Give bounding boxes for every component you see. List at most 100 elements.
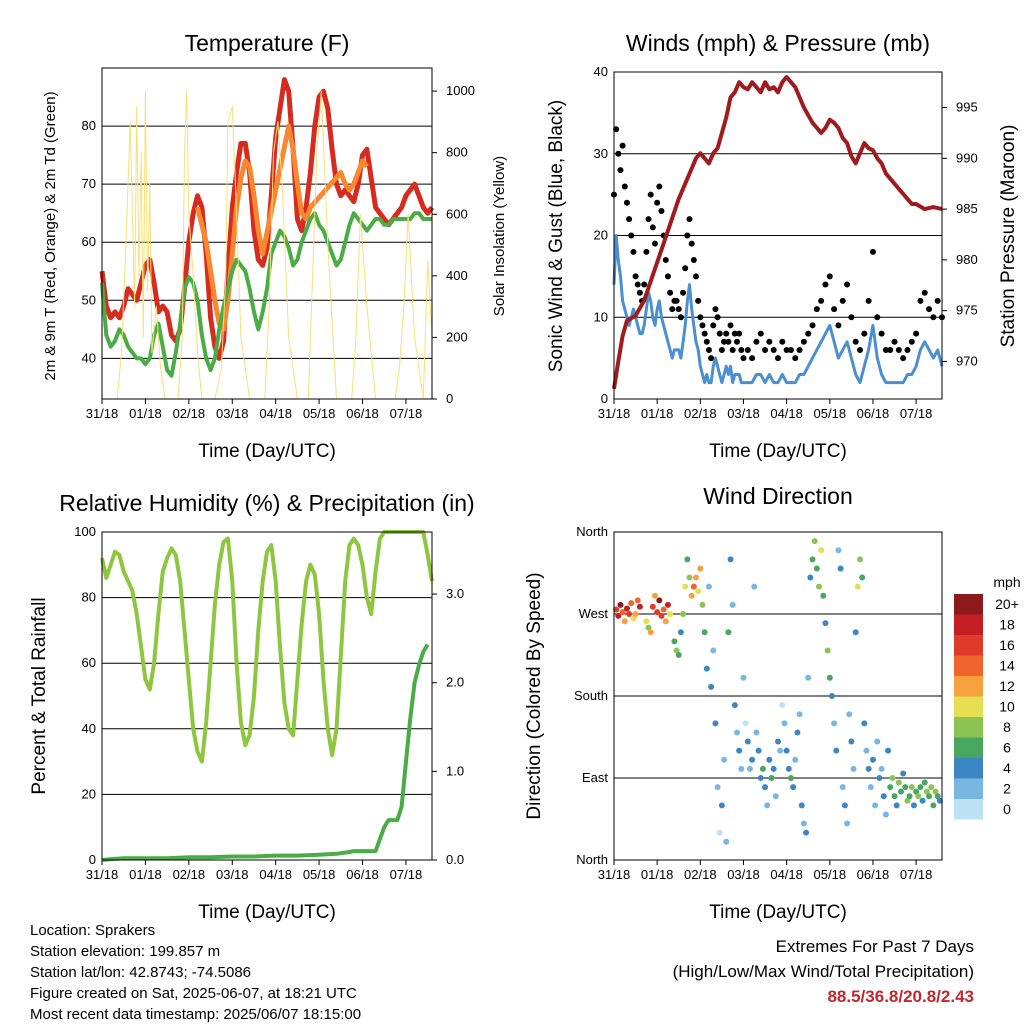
y-right-tick-label-2-3: 3.0 [446, 586, 464, 601]
direction-point-80 [792, 756, 799, 763]
x-tick-label-3-7: 07/18 [900, 867, 933, 882]
wind-direction-panel: Wind Direction Time (Day/UTC) Direction … [524, 483, 1021, 923]
x-tick-label-0-6: 06/18 [346, 406, 379, 421]
y-right-tick-label-1-2: 980 [956, 252, 978, 267]
wind-direction-y-axis-label: Direction (Colored By Speed) [524, 572, 545, 819]
direction-point-122 [882, 811, 889, 818]
series-line-0-0 [99, 77, 435, 361]
gust-point-77 [813, 306, 820, 313]
speed-legend-label-3: 14 [999, 658, 1015, 674]
y-tick-label-1-3: 30 [594, 146, 608, 161]
temperature-y-axis-label: 2m & 9m T (Red, Orange) & 2m Td (Green) [42, 91, 59, 380]
y-right-tick-label-1-4: 990 [956, 150, 978, 165]
gust-point-56 [731, 330, 738, 337]
direction-point-59 [746, 765, 753, 772]
gust-point-21 [656, 183, 663, 190]
direction-point-98 [831, 720, 838, 727]
x-tick-label-1-5: 05/18 [814, 406, 847, 421]
speed-legend-swatch-7 [954, 737, 983, 758]
direction-point-12 [643, 618, 650, 625]
direction-point-78 [787, 775, 794, 781]
y-tick-label-3-1: East [582, 770, 608, 785]
speed-legend-title: mph [993, 574, 1020, 590]
plot-frame-3 [613, 531, 943, 861]
gust-point-20 [654, 199, 661, 206]
direction-point-41 [708, 683, 715, 690]
gust-point-60 [740, 355, 747, 362]
gust-point-95 [891, 338, 898, 345]
x-tick-label-2-0: 31/18 [86, 867, 119, 882]
direction-point-108 [852, 629, 859, 636]
gust-point-43 [703, 338, 710, 345]
gust-point-14 [641, 281, 648, 288]
direction-point-95 [824, 647, 831, 654]
direction-point-133 [906, 793, 913, 800]
series-line-0-2 [100, 211, 432, 378]
x-tick-label-3-4: 04/18 [770, 867, 803, 882]
gust-point-46 [710, 322, 717, 329]
plot-frame-1 [613, 71, 943, 400]
series-line-2-0 [100, 530, 434, 764]
gust-point-3 [617, 167, 624, 174]
created-text: Figure created on Sat, 2025-06-07, at 18… [30, 985, 357, 1002]
direction-point-42 [710, 647, 717, 654]
direction-point-46 [718, 802, 725, 809]
direction-point-136 [913, 788, 920, 795]
gust-point-7 [626, 216, 633, 223]
direction-point-66 [762, 784, 769, 791]
speed-legend-swatch-0 [954, 594, 983, 615]
gust-point-90 [869, 248, 876, 255]
extremes-subtitle: (High/Low/Max Wind/Total Precipitation) [672, 962, 974, 981]
direction-point-6 [626, 611, 633, 617]
speed-legend-label-2: 16 [999, 637, 1015, 653]
direction-point-123 [885, 747, 892, 754]
gust-point-64 [757, 330, 764, 337]
x-tick-label-2-5: 05/18 [303, 867, 336, 882]
direction-point-143 [928, 784, 935, 791]
direction-point-0 [613, 606, 620, 613]
wind-direction-title: Wind Direction [703, 483, 853, 509]
temperature-panel: Temperature (F) Time (Day/UTC) 2m & 9m T… [42, 30, 508, 462]
gust-point-15 [643, 248, 650, 255]
plot-frame-2 [101, 531, 433, 861]
direction-point-121 [880, 793, 887, 800]
gust-point-34 [684, 232, 691, 239]
direction-point-90 [813, 565, 820, 572]
direction-point-54 [736, 747, 743, 754]
gust-point-44 [705, 346, 712, 353]
gust-point-76 [809, 322, 816, 329]
gust-point-88 [861, 330, 868, 337]
direction-point-119 [876, 775, 883, 781]
gust-point-52 [723, 330, 730, 337]
x-tick-label-0-0: 31/18 [86, 406, 119, 421]
y-tick-label-0-1: 50 [82, 292, 96, 307]
direction-point-32 [688, 592, 695, 599]
direction-point-127 [893, 802, 900, 809]
gust-point-81 [831, 306, 838, 313]
y-right-tick-label-2-2: 2.0 [446, 675, 464, 690]
gust-point-69 [779, 338, 786, 345]
direction-point-105 [846, 711, 853, 718]
y-right-tick-label-0-4: 800 [446, 145, 468, 160]
x-tick-label-2-7: 07/18 [390, 867, 423, 882]
direction-point-56 [740, 674, 747, 681]
y-tick-label-3-2: South [574, 688, 608, 703]
direction-point-82 [796, 711, 803, 718]
gust-point-49 [716, 330, 723, 337]
gust-point-39 [695, 297, 702, 304]
direction-point-118 [874, 738, 881, 745]
y-tick-label-3-4: North [576, 524, 608, 539]
pressure-y-axis-label: Station Pressure (Maroon) [998, 125, 1019, 348]
x-tick-label-2-1: 01/18 [129, 867, 162, 882]
direction-point-79 [790, 784, 797, 791]
y-tick-label-1-4: 40 [594, 64, 608, 79]
gust-point-87 [857, 346, 863, 353]
gust-point-102 [921, 289, 928, 296]
gust-point-98 [904, 346, 911, 353]
direction-point-13 [645, 624, 652, 631]
speed-legend-label-10: 0 [1003, 801, 1011, 817]
x-tick-label-1-4: 04/18 [770, 406, 803, 421]
direction-point-17 [654, 609, 661, 616]
humidity-y-axis-label: Percent & Total Rainfall [29, 597, 50, 794]
